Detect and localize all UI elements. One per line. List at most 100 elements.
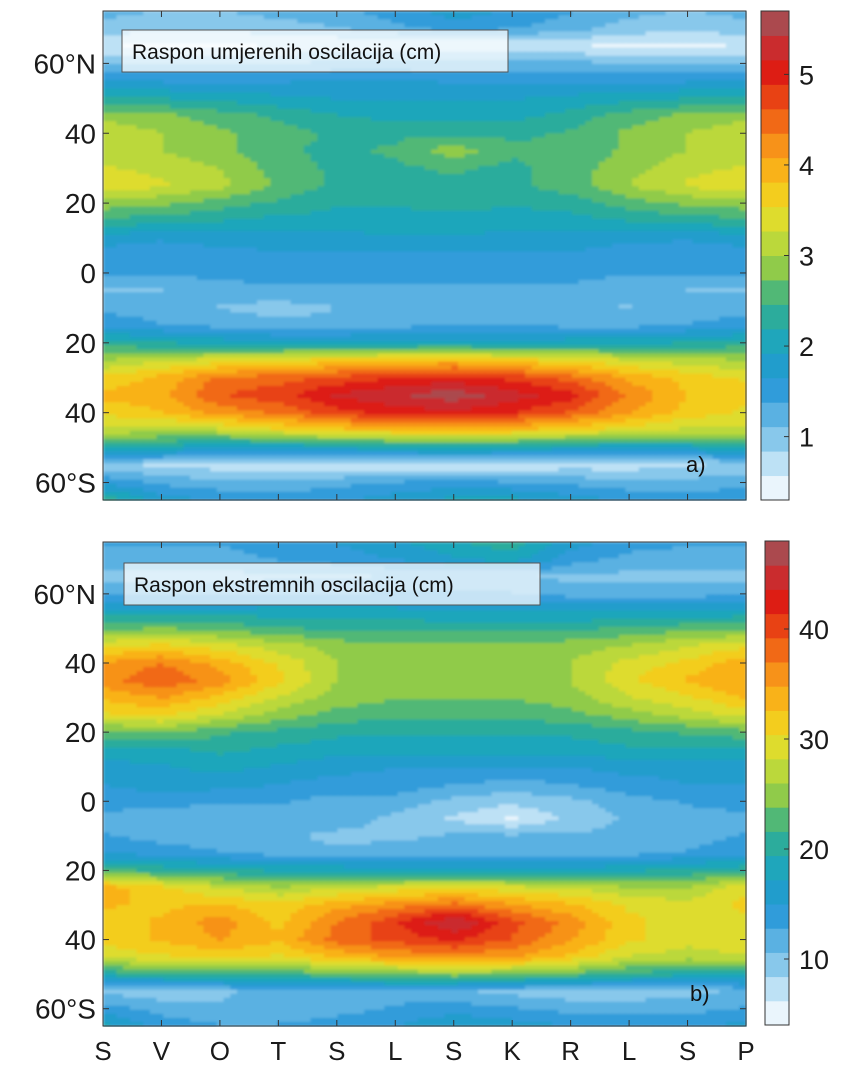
heat-cell: [618, 169, 627, 175]
heat-cell: [538, 202, 546, 208]
heat-cell: [183, 76, 191, 81]
heat-cell: [143, 141, 151, 147]
heat-cell: [156, 157, 164, 163]
heat-cell: [290, 182, 298, 187]
heat-cell: [578, 178, 586, 183]
heat-cell: [457, 198, 466, 204]
heat-cell: [725, 100, 734, 106]
heat-cell: [277, 182, 285, 187]
heat-cell: [571, 186, 580, 191]
heat-cell: [330, 125, 339, 130]
heat-cell: [116, 125, 124, 130]
heat-cell: [149, 129, 158, 134]
heat-cell: [498, 133, 506, 138]
heat-cell: [183, 84, 191, 90]
heat-cell: [203, 72, 211, 77]
heat-cell: [183, 145, 191, 151]
heat-cell: [397, 84, 406, 90]
heat-cell: [196, 210, 205, 216]
heat-cell: [739, 182, 747, 187]
heat-cell: [250, 137, 258, 142]
heat-cell: [504, 108, 513, 114]
heat-cell: [471, 218, 479, 224]
heat-cell: [437, 194, 446, 200]
heat-cell: [451, 161, 459, 167]
heat-cell: [652, 31, 660, 37]
heat-cell: [230, 100, 238, 106]
heat-cell: [464, 141, 472, 147]
heat-cell: [665, 202, 673, 208]
heat-cell: [176, 121, 184, 126]
heat-cell: [330, 214, 339, 220]
heat-cell: [404, 182, 412, 187]
heat-cell: [263, 198, 272, 204]
heat-cell: [518, 165, 526, 171]
heat-cell: [270, 145, 278, 151]
heat-cell: [169, 108, 178, 114]
heat-cell: [136, 157, 144, 163]
heat-cell: [565, 96, 573, 102]
heat-cell: [270, 100, 278, 106]
heat-cell: [665, 137, 673, 142]
heat-cell: [290, 11, 298, 16]
heat-cell: [699, 174, 707, 179]
heat-cell: [531, 100, 539, 106]
heat-cell: [223, 194, 231, 200]
heat-cell: [397, 178, 406, 183]
heat-cell: [357, 202, 365, 208]
heat-cell: [632, 190, 640, 195]
heat-cell: [417, 112, 426, 118]
heat-cell: [591, 161, 600, 167]
heat-cell: [498, 84, 506, 90]
heat-cell: [471, 194, 479, 200]
heat-cell: [464, 161, 472, 167]
heat-cell: [270, 104, 278, 110]
heat-cell: [156, 76, 164, 81]
heat-cell: [719, 125, 727, 130]
heat-cell: [337, 198, 345, 204]
heat-cell: [196, 178, 205, 183]
heat-cell: [558, 92, 566, 98]
heat-cell: [397, 100, 406, 106]
heat-cell: [632, 59, 640, 65]
heat-cell: [585, 80, 593, 85]
heat-cell: [538, 190, 546, 195]
heat-cell: [183, 92, 191, 98]
heat-cell: [451, 129, 459, 134]
heat-cell: [638, 194, 647, 200]
heat-cell: [123, 116, 131, 122]
heat-cell: [551, 31, 560, 37]
heat-cell: [605, 92, 613, 98]
heat-cell: [457, 96, 466, 102]
heat-cell: [464, 15, 472, 20]
heat-cell: [303, 214, 312, 220]
heat-cell: [143, 108, 151, 114]
heat-cell: [169, 190, 178, 195]
heat-cell: [257, 116, 265, 122]
heat-cell: [216, 214, 225, 220]
heat-cell: [277, 178, 285, 183]
heat-cell: [538, 194, 546, 200]
heat-cell: [638, 92, 647, 98]
heat-cell: [169, 15, 178, 20]
heat-cell: [719, 214, 727, 220]
heat-cell: [685, 141, 694, 147]
heat-cell: [364, 169, 372, 175]
heat-cell: [725, 51, 734, 57]
heat-cell: [169, 112, 178, 118]
heat-cell: [625, 19, 633, 24]
heat-cell: [585, 165, 593, 171]
heat-cell: [243, 72, 251, 77]
heat-cell: [330, 149, 339, 155]
heat-cell: [303, 198, 312, 204]
heat-cell: [464, 157, 472, 163]
heat-cell: [103, 63, 111, 69]
heat-cell: [344, 129, 352, 134]
heat-cell: [719, 210, 727, 216]
heat-cell: [163, 169, 171, 175]
heat-cell: [551, 80, 560, 85]
heat-cell: [571, 206, 580, 212]
heat-cell: [699, 92, 707, 98]
heat-cell: [297, 108, 305, 114]
heat-cell: [551, 39, 560, 45]
